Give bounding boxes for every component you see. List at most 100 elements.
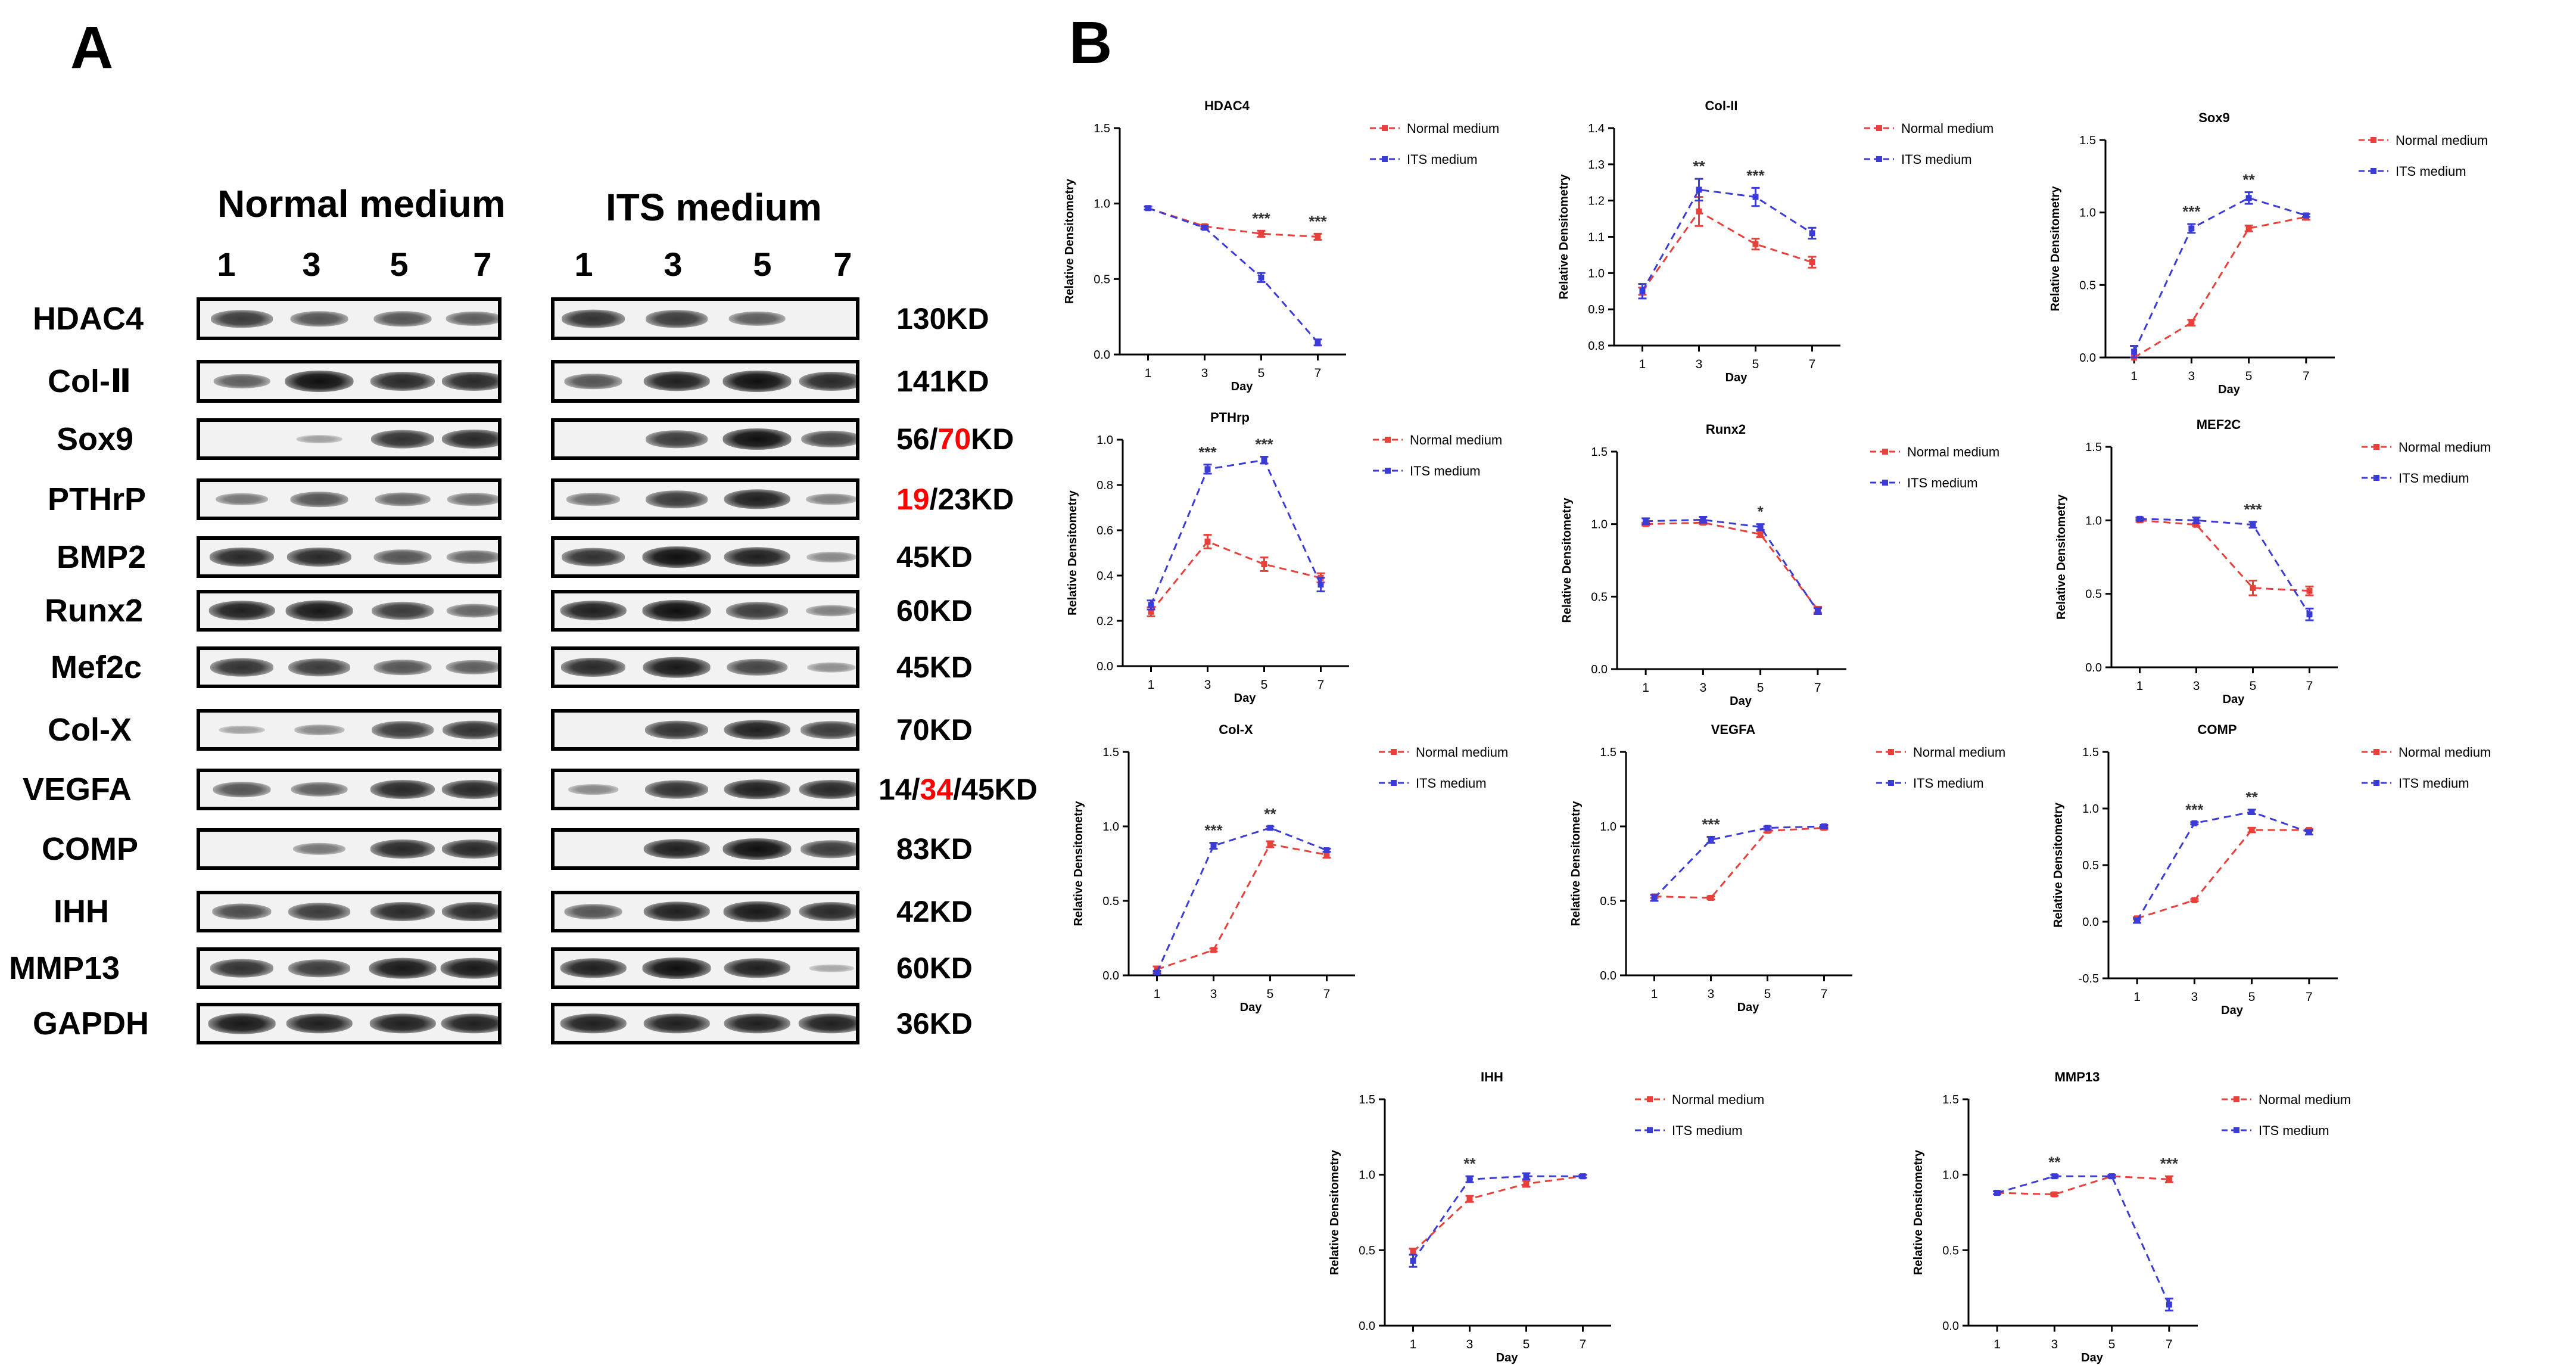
protein-label: Sox9 xyxy=(57,421,134,457)
significance-label: ** xyxy=(1264,805,1276,823)
legend-marker xyxy=(1888,749,1894,755)
y-axis-label: Relative Densitometry xyxy=(1066,490,1079,615)
x-tick-label: 3 xyxy=(1210,987,1217,1001)
blot-band xyxy=(294,725,344,735)
data-point xyxy=(1317,574,1324,581)
blot-band xyxy=(646,490,708,508)
blot-band xyxy=(208,601,275,621)
series-line-normal xyxy=(1641,210,1812,292)
blot-band xyxy=(441,779,498,800)
legend-marker xyxy=(2373,444,2379,450)
blot-band xyxy=(642,957,711,979)
blot-band xyxy=(213,374,270,389)
blot-band xyxy=(285,600,353,621)
chart-runx2: 0.0 0.5 1.0 1.5 1 3 5 7 Day Relative Densitometry… xyxy=(1560,422,1999,708)
x-tick-label: 5 xyxy=(2248,990,2256,1004)
chart-title: HDAC4 xyxy=(1204,98,1250,113)
blot-band xyxy=(724,547,790,567)
lane-label: 5 xyxy=(390,245,409,283)
mw-part: 42KD xyxy=(896,895,973,928)
data-point xyxy=(1643,521,1649,527)
data-point xyxy=(1639,288,1646,294)
data-point xyxy=(1696,186,1702,193)
y-tick-label: 0.5 xyxy=(1591,590,1608,604)
x-tick-label: 1 xyxy=(1639,357,1646,371)
y-tick-label: 1.5 xyxy=(2085,441,2102,454)
blot-normal xyxy=(197,947,502,989)
x-tick-label: 7 xyxy=(2303,369,2310,383)
legend-marker xyxy=(1882,480,1888,486)
significance-label: *** xyxy=(1252,209,1270,227)
blot-band xyxy=(646,430,708,448)
x-tick-label: 1 xyxy=(1154,987,1161,1001)
x-tick-label: 3 xyxy=(1708,987,1715,1001)
lane-label: 7 xyxy=(473,245,492,283)
y-tick-label: 1.2 xyxy=(1588,195,1605,208)
y-tick-label: 1.0 xyxy=(1600,820,1616,834)
blot-band xyxy=(806,493,856,505)
blot-band xyxy=(441,429,498,449)
y-tick-label: 0.0 xyxy=(1591,663,1608,676)
lane-label: 3 xyxy=(302,245,321,283)
data-point xyxy=(2051,1173,2058,1180)
legend-label: ITS medium xyxy=(2399,776,2469,791)
blot-band xyxy=(372,721,434,739)
mw-part: 45KD xyxy=(896,651,973,684)
legend-label: ITS medium xyxy=(1913,776,1984,791)
data-point xyxy=(2248,809,2255,815)
significance-label: ** xyxy=(2246,788,2259,806)
protein-label: GAPDH xyxy=(33,1006,149,1041)
blot-band xyxy=(369,1013,436,1034)
mw-part: 36KD xyxy=(896,1007,973,1040)
x-tick-label: 3 xyxy=(2188,369,2195,383)
legend-label: Normal medium xyxy=(2259,1092,2351,1107)
legend-marker xyxy=(1647,1127,1653,1133)
legend-label: ITS medium xyxy=(1672,1123,1743,1138)
blot-band xyxy=(724,720,790,740)
y-tick-label: 1.5 xyxy=(1094,122,1110,135)
panel-b-label: B xyxy=(1069,10,1113,76)
blot-band xyxy=(560,657,626,677)
x-tick-label: 1 xyxy=(1145,366,1152,380)
chart-title: Col-X xyxy=(1219,722,1253,737)
blot-band xyxy=(213,782,271,797)
data-point xyxy=(1752,194,1759,200)
legend-label: ITS medium xyxy=(2259,1123,2329,1138)
blot-band xyxy=(800,840,856,858)
lane-label: 1 xyxy=(217,245,236,283)
data-point xyxy=(1814,608,1821,614)
data-point xyxy=(1580,1173,1586,1180)
data-point xyxy=(2306,587,2313,594)
significance-label: ** xyxy=(2243,171,2256,189)
blot-band xyxy=(288,658,350,676)
y-axis-label: Relative Densitometry xyxy=(2052,802,2065,928)
x-tick-label: 7 xyxy=(1323,987,1331,1001)
protein-label: COMP xyxy=(42,831,138,867)
blot-band xyxy=(286,547,352,567)
series-line-normal xyxy=(1157,843,1327,971)
y-tick-label: 0.9 xyxy=(1588,303,1605,316)
blot-band xyxy=(568,784,618,795)
y-tick-label: 0.0 xyxy=(2082,916,2099,929)
legend-label: ITS medium xyxy=(1907,475,1978,490)
blot-band xyxy=(291,782,348,797)
blot-its xyxy=(551,478,859,520)
data-point xyxy=(2131,355,2138,360)
legend-label: Normal medium xyxy=(1672,1092,1764,1107)
legend-marker xyxy=(1647,1096,1653,1102)
blot-band xyxy=(562,548,625,567)
x-tick-label: 7 xyxy=(2306,990,2313,1004)
legend-marker xyxy=(2371,168,2376,174)
data-point xyxy=(1466,1196,1473,1202)
significance-label: *** xyxy=(1309,212,1327,230)
legend-marker xyxy=(2373,780,2379,786)
blot-normal xyxy=(197,418,502,460)
legend-marker xyxy=(1882,449,1888,455)
molecular-weight-label: 36KD xyxy=(896,1009,973,1038)
legend-label: Normal medium xyxy=(1407,121,1499,136)
y-tick-label: 0.0 xyxy=(1094,349,1110,362)
legend-label: ITS medium xyxy=(2399,471,2469,486)
legend-label: ITS medium xyxy=(2396,164,2466,179)
data-point xyxy=(1154,969,1160,975)
blot-band xyxy=(807,662,856,673)
